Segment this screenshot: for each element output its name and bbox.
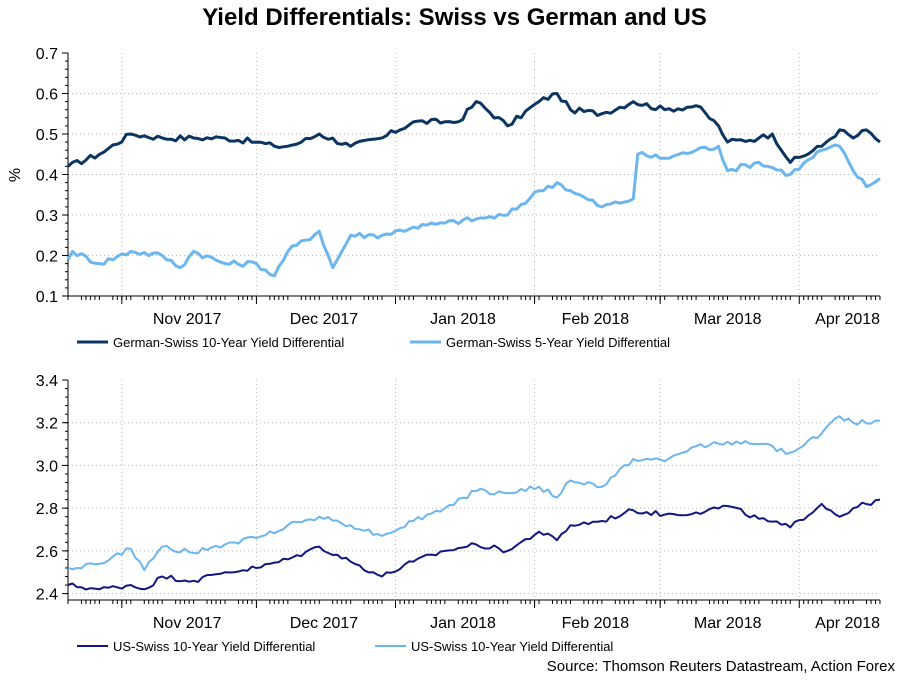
series-line-0-1 [66,143,881,278]
x-tick-label: Mar 2018 [694,311,762,328]
top-legend: German-Swiss 10-Year Yield Differential … [77,335,670,350]
y-tick-label: 2.6 [36,544,58,561]
x-tick-label: Mar 2018 [694,615,762,632]
source-note: Source: Thomson Reuters Datastream, Acti… [546,658,895,675]
y-tick-label: 2.8 [36,501,58,518]
y-tick-label: 0.2 [36,249,58,266]
bottom-panel: Nov 2017 Dec 2017 Jan 2018 Feb 2018 Mar 2018… [36,373,881,632]
series-line-0-0 [67,92,881,168]
bottom-legend: US-Swiss 10-Year Yield Differential US-S… [77,639,613,654]
x-tick-label: Dec 2017 [290,615,359,632]
legend-label-us-10y-navy: US-Swiss 10-Year Yield Differential [113,639,315,654]
x-tick-label: Apr 2018 [815,615,880,632]
x-tick-label: Jan 2018 [430,615,496,632]
x-tick-label: Apr 2018 [815,311,880,328]
y-tick-label: 0.3 [36,208,58,225]
x-tick-label: Jan 2018 [430,311,496,328]
series-line-1-1 [67,415,880,572]
y-tick-label: 3.4 [36,373,58,390]
series-line-1-0 [67,498,881,591]
x-tick-label: Nov 2017 [153,615,222,632]
legend-label-german-5y: German-Swiss 5-Year Yield Differential [446,335,670,350]
y-tick-label: 2.4 [36,587,58,604]
x-tick-label: Feb 2018 [562,615,630,632]
y-tick-label: 3.2 [36,416,58,433]
x-tick-label: Dec 2017 [290,311,359,328]
y-tick-label: 0.5 [36,127,58,144]
y-tick-label: 3.0 [36,458,58,475]
y-tick-label: 0.1 [36,289,58,306]
legend-label-us-10y-light: US-Swiss 10-Year Yield Differential [411,639,613,654]
top-y-axis-label: % [7,168,24,182]
x-tick-label: Nov 2017 [153,311,222,328]
y-tick-label: 0.6 [36,87,58,104]
chart-title: Yield Differentials: Swiss vs German and… [202,4,707,31]
top-panel: Nov 2017 Dec 2017 Jan 2018 Feb 2018 Mar 2018… [36,46,881,328]
x-tick-label: Feb 2018 [562,311,630,328]
y-tick-label: 0.7 [36,46,58,63]
legend-label-german-10y: German-Swiss 10-Year Yield Differential [113,335,344,350]
y-tick-label: 0.4 [36,168,58,185]
